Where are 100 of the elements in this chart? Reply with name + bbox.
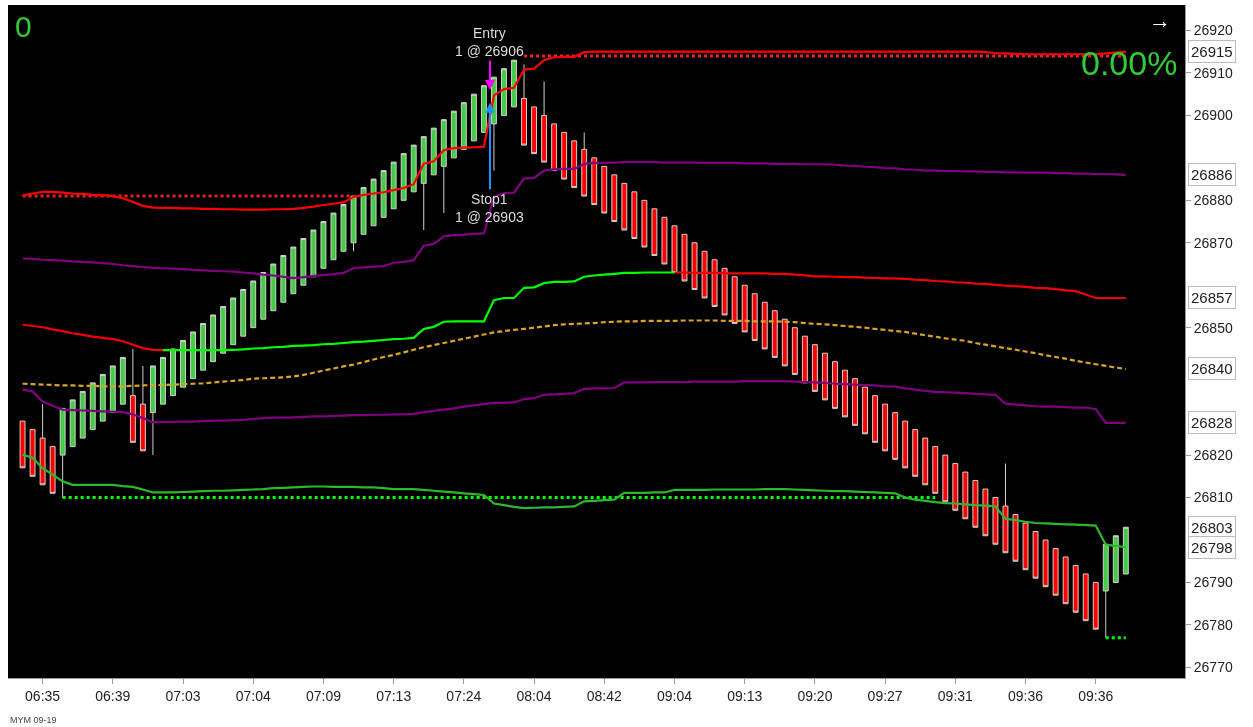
candlestick bbox=[551, 123, 558, 172]
candlestick bbox=[330, 212, 337, 261]
line-series bbox=[161, 271, 676, 352]
candlestick bbox=[450, 110, 457, 159]
candlestick bbox=[1062, 556, 1069, 605]
candlestick bbox=[1032, 531, 1039, 579]
candlestick bbox=[721, 267, 728, 316]
text: 26798 bbox=[1191, 539, 1233, 556]
candlestick bbox=[1122, 526, 1129, 575]
candlestick bbox=[781, 318, 788, 367]
candlestick bbox=[240, 288, 247, 337]
candlestick bbox=[149, 365, 156, 456]
x-tick-label: 07:13 bbox=[376, 687, 412, 704]
candlestick bbox=[571, 140, 578, 189]
candlestick bbox=[79, 390, 86, 439]
candlestick bbox=[731, 276, 738, 324]
x-tick-label: 07:24 bbox=[446, 687, 482, 704]
candlestick bbox=[962, 471, 969, 520]
candlestick bbox=[892, 412, 899, 460]
candlestick bbox=[972, 480, 979, 528]
x-tick-label: 09:27 bbox=[867, 687, 903, 704]
y-tick-label: 26910 bbox=[1193, 64, 1233, 81]
x-tick-label: 07:03 bbox=[165, 687, 201, 704]
x-tick-label: 09:36 bbox=[1078, 687, 1114, 704]
x-tick-label: 09:20 bbox=[797, 687, 833, 704]
candlestick bbox=[501, 68, 507, 116]
annotation: Entry 1 @ 26906 bbox=[455, 25, 524, 60]
candlestick bbox=[1012, 514, 1019, 562]
candlestick bbox=[139, 365, 146, 452]
candlestick bbox=[350, 195, 357, 252]
candlestick bbox=[1022, 522, 1029, 571]
y-tick-label: 26790 bbox=[1193, 574, 1233, 591]
candlestick bbox=[992, 497, 999, 545]
candlestick bbox=[230, 297, 237, 346]
candlestick bbox=[581, 131, 588, 197]
line-series bbox=[21, 453, 1127, 549]
candlestick bbox=[791, 327, 798, 375]
candlestick bbox=[440, 119, 447, 214]
candlestick bbox=[561, 131, 568, 180]
x-tick-label: 07:09 bbox=[305, 687, 342, 704]
candlestick bbox=[39, 403, 46, 486]
candlestick bbox=[29, 429, 36, 477]
candlestick bbox=[170, 348, 176, 397]
candlestick bbox=[591, 157, 598, 206]
candlestick bbox=[1092, 581, 1099, 630]
candlestick bbox=[1052, 548, 1059, 596]
text: 26828 bbox=[1191, 414, 1233, 431]
x-tick-label: 06:35 bbox=[25, 687, 61, 704]
text: 26857 bbox=[1191, 289, 1233, 306]
y-tick-label: 26820 bbox=[1193, 446, 1233, 463]
candlestick bbox=[751, 293, 758, 341]
candlestick bbox=[320, 221, 327, 269]
candlestick bbox=[470, 93, 477, 142]
x-tick-label: 09:36 bbox=[1008, 687, 1044, 704]
text: 26840 bbox=[1191, 360, 1233, 377]
candlestick bbox=[832, 361, 838, 409]
candlestick bbox=[701, 250, 708, 299]
candlestick bbox=[410, 144, 417, 193]
candlestick bbox=[250, 280, 257, 329]
candlestick bbox=[1112, 535, 1119, 583]
text: MYM 09-19 bbox=[10, 715, 57, 725]
candlestick bbox=[290, 246, 297, 295]
candlestick bbox=[89, 382, 96, 431]
candlestick bbox=[1072, 564, 1079, 613]
candlestick bbox=[952, 463, 959, 511]
candlestick bbox=[260, 272, 267, 320]
candlestick bbox=[310, 229, 317, 278]
candlestick bbox=[129, 348, 136, 443]
candlestick bbox=[1102, 543, 1109, 639]
candlestick bbox=[521, 63, 527, 146]
candlestick bbox=[531, 106, 538, 155]
candlestick bbox=[1082, 573, 1089, 622]
candlestick bbox=[852, 378, 858, 426]
candlestick bbox=[862, 386, 869, 435]
candlestick bbox=[691, 242, 698, 290]
candlestick bbox=[59, 407, 66, 499]
y-tick-label: 26900 bbox=[1193, 107, 1233, 124]
candlestick bbox=[711, 259, 718, 307]
y-tick-label: 26880 bbox=[1193, 192, 1233, 209]
x-tick-label: 09:13 bbox=[727, 687, 763, 704]
candlestick bbox=[771, 310, 778, 358]
x-tick-label: 06:39 bbox=[95, 687, 131, 704]
line-series bbox=[21, 380, 1127, 424]
candlestick bbox=[480, 85, 487, 133]
candlestick bbox=[511, 59, 517, 108]
x-tick-label: 07:04 bbox=[235, 687, 271, 704]
candlestick bbox=[932, 446, 939, 494]
annotation: 0 bbox=[15, 10, 32, 43]
candlestick bbox=[420, 136, 427, 231]
line-series bbox=[21, 319, 1127, 388]
text: 26915 bbox=[1191, 43, 1233, 60]
candlestick bbox=[280, 255, 287, 303]
candlestick bbox=[190, 331, 197, 380]
y-tick-label: 26870 bbox=[1193, 234, 1233, 251]
candlestick bbox=[922, 437, 929, 486]
candlestick bbox=[430, 127, 437, 176]
candlestick bbox=[681, 233, 688, 282]
candlestick bbox=[982, 488, 989, 537]
candlestick bbox=[370, 178, 377, 227]
line-series bbox=[21, 161, 1127, 280]
